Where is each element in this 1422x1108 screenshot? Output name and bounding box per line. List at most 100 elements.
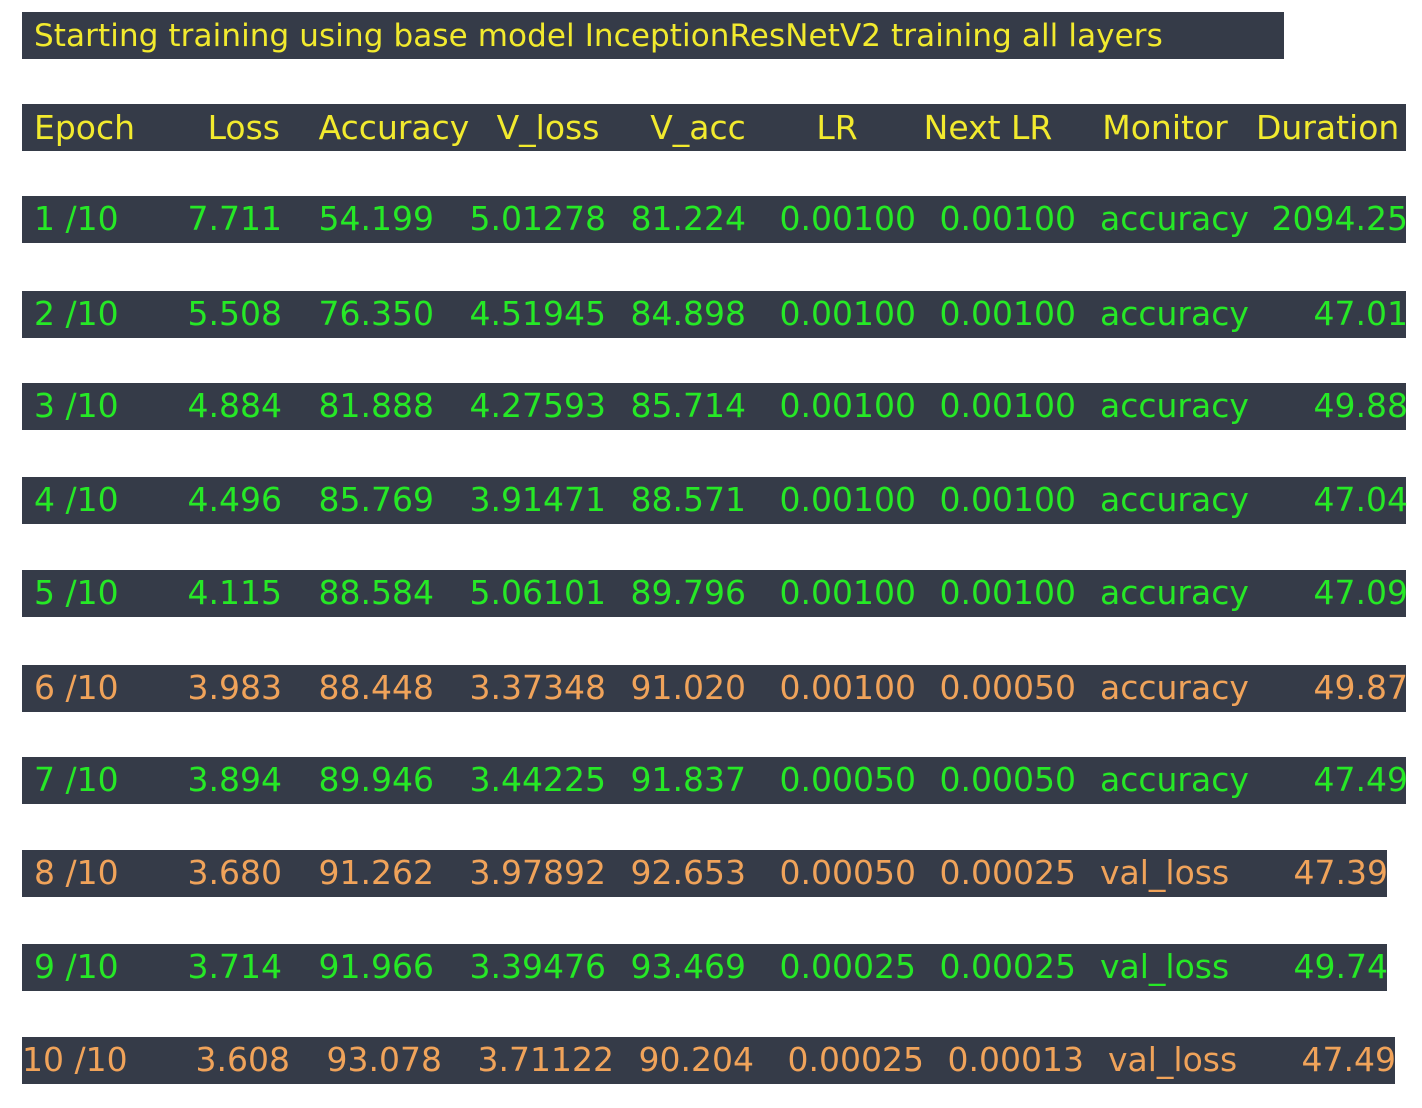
table-row: 6 /10 3.983 88.448 3.37348 91.020 0.00100 0.00… <box>22 665 1408 712</box>
table-cell: 47.49 <box>1313 760 1408 799</box>
table-cell: 91.020 <box>630 668 746 707</box>
table-cell: 4.27593 <box>469 386 606 425</box>
table-cell: 4.51945 <box>469 294 606 333</box>
table-header: Epoch Loss Accuracy V_loss V_acc LR Next LR Mon… <box>22 104 1406 151</box>
column-header: Next LR <box>923 108 1053 147</box>
table-cell: 47.04 <box>1313 480 1408 519</box>
table-cell: 0.00100 <box>779 480 916 519</box>
table-cell: 10 /10 <box>22 1040 128 1079</box>
table-cell: 5.01278 <box>469 199 606 238</box>
table-cell: accuracy <box>1100 668 1249 707</box>
table-cell: 89.946 <box>318 760 434 799</box>
table-cell: 4 /10 <box>34 480 119 519</box>
table-cell: 3.37348 <box>469 668 606 707</box>
table-cell: 49.88 <box>1313 386 1408 425</box>
table-cell: 49.87 <box>1313 668 1408 707</box>
table-cell: 47.09 <box>1313 573 1408 612</box>
column-header: V_acc <box>650 108 746 147</box>
table-cell: 4.115 <box>187 573 282 612</box>
table-cell: 2 /10 <box>34 294 119 333</box>
table-cell: 0.00050 <box>939 760 1076 799</box>
table-cell: 5.508 <box>187 294 282 333</box>
table-cell: 91.966 <box>318 947 434 986</box>
table-cell: 47.01 <box>1313 294 1408 333</box>
title-bar: Starting training using base model Incep… <box>22 12 1284 59</box>
table-cell: 89.796 <box>630 573 746 612</box>
table-cell: 85.769 <box>318 480 434 519</box>
table-cell: 0.00100 <box>779 386 916 425</box>
table-cell: 2094.25 <box>1271 199 1408 238</box>
column-header: Monitor <box>1102 108 1228 147</box>
table-cell: 0.00100 <box>939 386 1076 425</box>
table-cell: 3.608 <box>195 1040 290 1079</box>
table-cell: val_loss <box>1100 947 1230 986</box>
table-cell: 3.71122 <box>477 1040 614 1079</box>
table-cell: 0.00100 <box>939 199 1076 238</box>
table-cell: 4.496 <box>187 480 282 519</box>
table-cell: 0.00100 <box>939 294 1076 333</box>
table-cell: 88.448 <box>318 668 434 707</box>
column-header: Accuracy <box>318 108 470 147</box>
table-cell: 91.262 <box>318 853 434 892</box>
table-cell: 3.91471 <box>469 480 606 519</box>
table-cell: 49.74 <box>1293 947 1388 986</box>
table-row: 10 /10 3.608 93.078 3.71122 90.204 0.00025 0.0… <box>22 1037 1396 1084</box>
table-cell: accuracy <box>1100 294 1249 333</box>
table-cell: 5 /10 <box>34 573 119 612</box>
table-cell: 47.49 <box>1301 1040 1396 1079</box>
table-cell: accuracy <box>1100 573 1249 612</box>
training-title: Starting training using base model Incep… <box>34 18 1163 54</box>
table-cell: 3.44225 <box>469 760 606 799</box>
table-cell: 7 /10 <box>34 760 119 799</box>
column-header: V_loss <box>496 108 600 147</box>
table-cell: 76.350 <box>318 294 434 333</box>
table-cell: 0.00050 <box>779 760 916 799</box>
column-header: Epoch <box>34 108 136 147</box>
table-cell: 91.837 <box>630 760 746 799</box>
table-cell: 5.06101 <box>469 573 606 612</box>
table-cell: 93.469 <box>630 947 746 986</box>
table-cell: 3.714 <box>187 947 282 986</box>
table-row: 7 /10 3.894 89.946 3.44225 91.837 0.00050 0.00… <box>22 757 1408 804</box>
table-cell: 0.00025 <box>787 1040 924 1079</box>
table-cell: 0.00100 <box>939 573 1076 612</box>
table-cell: 4.884 <box>187 386 282 425</box>
table-cell: 90.204 <box>638 1040 754 1079</box>
table-row: 8 /10 3.680 91.262 3.97892 92.653 0.00050 0.00… <box>22 850 1388 897</box>
table-row: 3 /10 4.884 81.888 4.27593 85.714 0.00100 0.00… <box>22 383 1408 430</box>
table-cell: 0.00050 <box>779 853 916 892</box>
column-header: Loss <box>207 108 280 147</box>
table-cell: accuracy <box>1100 199 1249 238</box>
table-row: 1 /10 7.711 54.199 5.01278 81.224 0.00100 0.00… <box>22 196 1408 243</box>
table-cell: 3 /10 <box>34 386 119 425</box>
table-cell: 9 /10 <box>34 947 119 986</box>
table-cell: 0.00100 <box>779 199 916 238</box>
table-cell: 0.00100 <box>779 294 916 333</box>
table-cell: 92.653 <box>630 853 746 892</box>
column-header: Duration <box>1256 108 1400 147</box>
table-cell: 0.00100 <box>779 573 916 612</box>
table-cell: 47.39 <box>1293 853 1388 892</box>
table-cell: 6 /10 <box>34 668 119 707</box>
table-cell: 85.714 <box>630 386 746 425</box>
table-cell: 3.894 <box>187 760 282 799</box>
table-cell: 88.571 <box>630 480 746 519</box>
table-cell: 0.00100 <box>939 480 1076 519</box>
table-cell: 0.00025 <box>939 853 1076 892</box>
table-cell: 0.00100 <box>779 668 916 707</box>
table-cell: 8 /10 <box>34 853 119 892</box>
table-cell: 81.224 <box>630 199 746 238</box>
table-cell: 0.00025 <box>939 947 1076 986</box>
table-row: 9 /10 3.714 91.966 3.39476 93.469 0.00025 0.00… <box>22 944 1388 991</box>
table-cell: 7.711 <box>187 199 282 238</box>
table-cell: 93.078 <box>326 1040 442 1079</box>
table-cell: val_loss <box>1100 853 1230 892</box>
table-cell: 88.584 <box>318 573 434 612</box>
table-cell: 84.898 <box>630 294 746 333</box>
table-cell: accuracy <box>1100 386 1249 425</box>
table-cell: 3.680 <box>187 853 282 892</box>
table-cell: 81.888 <box>318 386 434 425</box>
table-cell: 0.00013 <box>947 1040 1084 1079</box>
table-cell: 54.199 <box>318 199 434 238</box>
table-cell: 0.00025 <box>779 947 916 986</box>
